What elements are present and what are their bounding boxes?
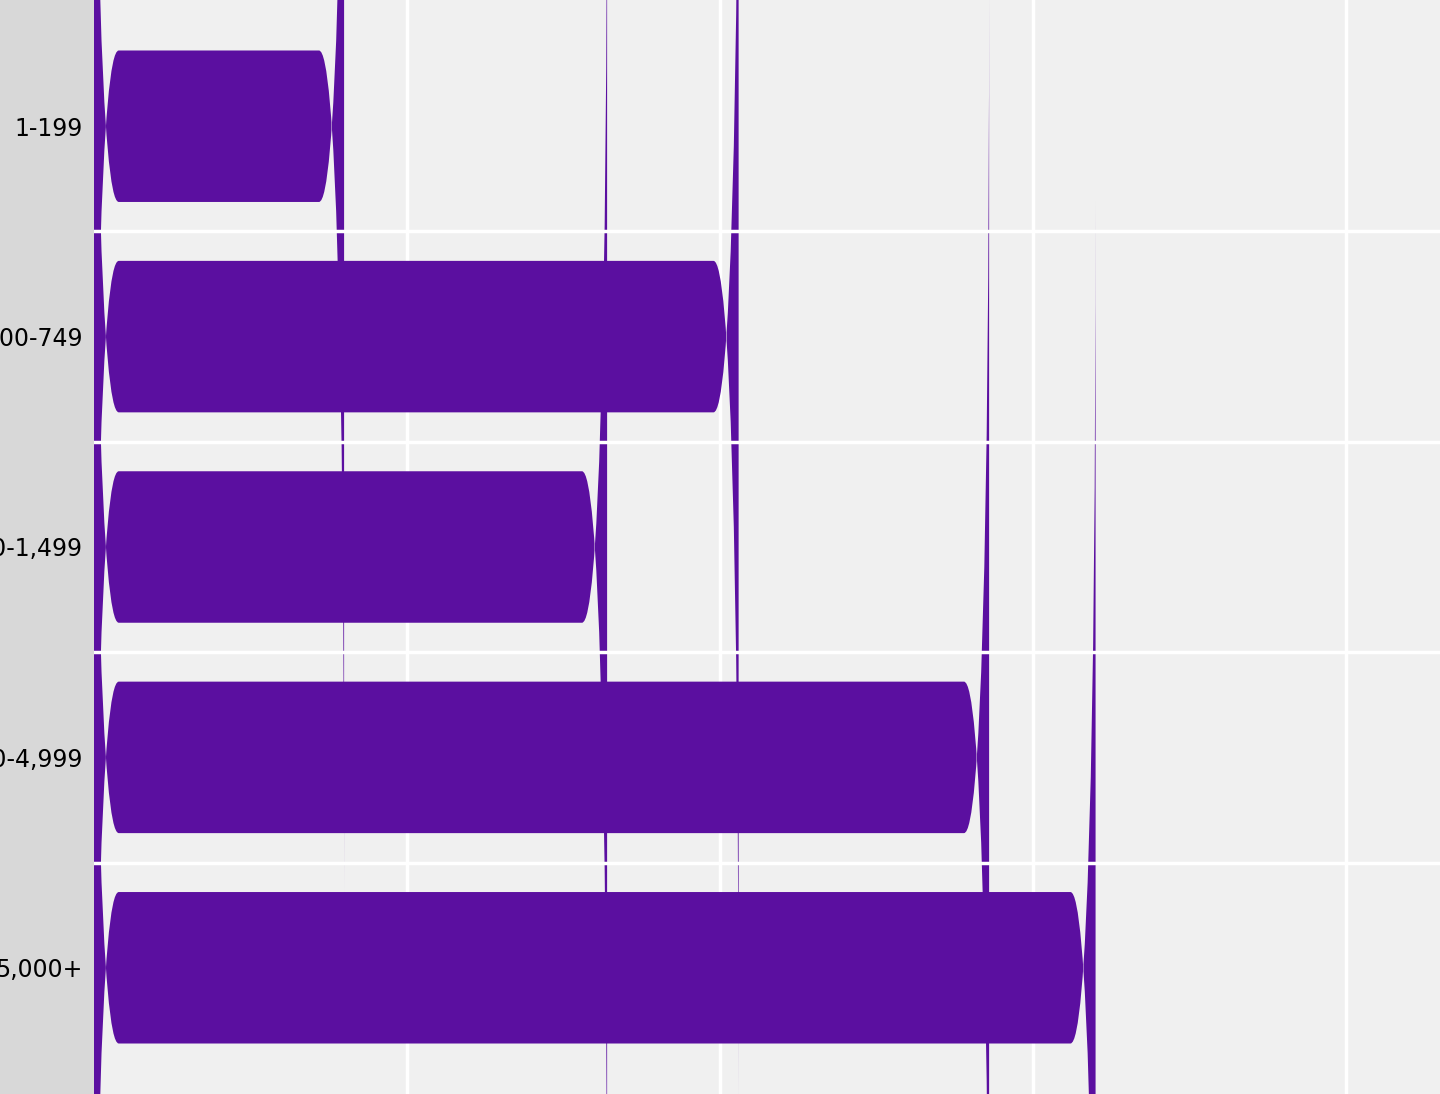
FancyBboxPatch shape	[94, 0, 344, 892]
FancyBboxPatch shape	[94, 0, 739, 1094]
FancyBboxPatch shape	[94, 202, 1096, 1094]
FancyBboxPatch shape	[94, 0, 608, 1094]
FancyBboxPatch shape	[94, 0, 989, 1094]
